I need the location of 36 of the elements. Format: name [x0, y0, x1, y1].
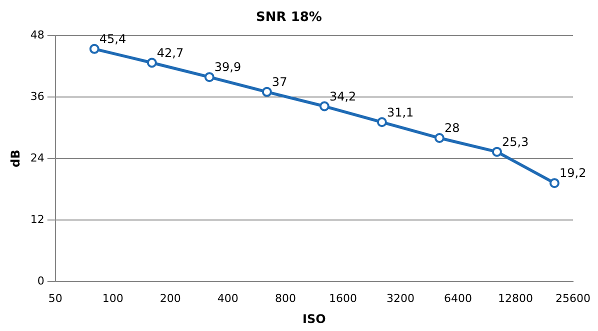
point: [319, 101, 330, 112]
x-tick-label: 3200: [386, 292, 414, 305]
y-tick-label: 0: [37, 274, 44, 288]
y-tick-label: 12: [30, 212, 44, 226]
point: [204, 72, 214, 82]
point: [549, 178, 560, 188]
x-tick-label: 6400: [444, 292, 472, 305]
y-axis-title: dB: [8, 150, 22, 168]
data-label: 42,7: [156, 46, 184, 60]
point: [146, 58, 157, 68]
x-tick-label: 1600: [328, 292, 357, 305]
data-label: 45,4: [99, 32, 126, 46]
point: [262, 86, 272, 97]
y-tick-label: 48: [30, 28, 44, 42]
point: [376, 117, 387, 128]
y-tick-label: 24: [30, 151, 44, 164]
x-tick-label: 25600: [556, 292, 590, 305]
data-label: 34,2: [329, 89, 356, 104]
chart-title: SNR 18%: [256, 10, 322, 26]
data-label: 19,2: [559, 166, 586, 180]
x-axis-title: ISO: [302, 312, 326, 326]
x-tick-label: 100: [102, 292, 124, 305]
x-tick-label: 50: [48, 292, 62, 305]
data-label: 37: [272, 75, 288, 90]
point: [89, 44, 100, 54]
x-tick-label: 200: [160, 292, 181, 305]
point: [434, 133, 444, 144]
data-label: 28: [444, 121, 460, 136]
x-tick-label: 400: [217, 292, 238, 305]
point: [492, 146, 502, 157]
y-tick-label: 36: [30, 90, 44, 103]
x-tick-label: 800: [274, 292, 296, 305]
data-label: 25,3: [502, 134, 529, 149]
x-tick-label: 12800: [498, 292, 533, 305]
data-label: 31,1: [386, 105, 414, 120]
data-label: 39,9: [214, 60, 242, 74]
